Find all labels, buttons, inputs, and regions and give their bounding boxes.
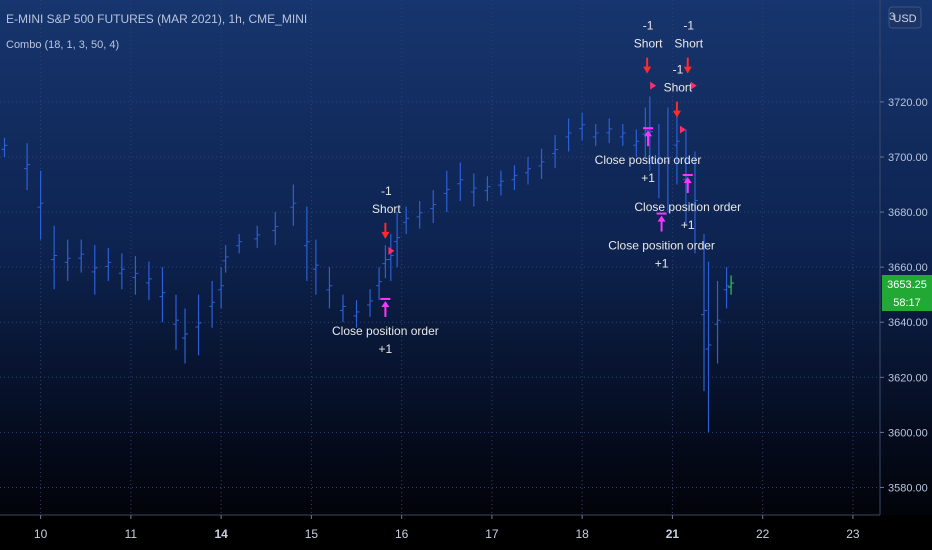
close-order-label: Close position order (608, 239, 715, 253)
short-qty-label: -1 (643, 19, 654, 33)
entry-flag-icon (690, 81, 697, 90)
close-qty-label: +1 (681, 218, 695, 232)
last-price-badge: 3653.25 58:17 (882, 275, 932, 311)
short-arrow-icon (381, 231, 390, 239)
entry-flag-icon (388, 246, 395, 255)
short-qty-label: -1 (673, 63, 684, 77)
x-tick-label: 14 (214, 527, 228, 541)
x-tick-label: 11 (125, 527, 138, 541)
y-tick-label: 3660.00 (888, 262, 928, 274)
y-tick-label: 3680.00 (888, 207, 928, 219)
short-label: Short (634, 37, 663, 51)
time-axis[interactable]: 10 11 14 15 16 17 18 21 22 23 (0, 514, 932, 550)
last-price-value: 3653.25 (887, 279, 927, 291)
short-qty-label: -1 (381, 184, 392, 198)
short-arrow-icon (683, 66, 692, 74)
currency-button[interactable]: USD (888, 6, 922, 29)
trade-markers: -1 Short Close position order +1 -1 Short Clos… (332, 19, 741, 356)
short-label: Short (372, 202, 401, 216)
x-tick-label: 15 (305, 527, 319, 541)
close-arrow-icon (657, 215, 666, 222)
entry-flag-icon (650, 81, 657, 90)
x-tick-label: 10 (34, 527, 48, 541)
close-arrow-icon (381, 300, 390, 307)
close-qty-label: +1 (379, 342, 393, 356)
y-tick-label: 3580.00 (888, 482, 928, 494)
y-tick-label: 3720.00 (888, 97, 928, 109)
price-axis-top-label: 3 (889, 11, 895, 23)
y-tick-label: 3620.00 (888, 372, 928, 384)
y-tick-label: 3700.00 (888, 152, 928, 164)
time-axis-area[interactable] (0, 515, 932, 550)
close-arrow-icon (683, 177, 692, 184)
close-order-label: Close position order (595, 153, 702, 167)
y-tick-label: 3640.00 (888, 317, 928, 329)
price-axis[interactable]: 3720.00 3700.00 3680.00 3660.00 3640.00 3620.… (879, 0, 932, 550)
close-arrow-icon (644, 130, 653, 137)
x-tick-label: 23 (846, 527, 860, 541)
short-arrow-icon (672, 110, 681, 118)
close-order-label: Close position order (332, 324, 439, 338)
short-label: Short (664, 81, 693, 95)
close-qty-label: +1 (655, 257, 669, 271)
close-qty-label: +1 (641, 171, 655, 185)
x-tick-label: 18 (575, 527, 589, 541)
x-tick-label: 17 (485, 527, 499, 541)
entry-flag-icon (679, 125, 686, 134)
x-tick-label: 22 (756, 527, 770, 541)
short-arrow-icon (643, 66, 652, 74)
last-price-badge-box (882, 275, 932, 293)
countdown-box (882, 293, 932, 311)
bar-countdown: 58:17 (893, 297, 921, 309)
grid-lines (0, 0, 880, 515)
price-bars (1, 96, 735, 433)
currency-button-frame[interactable] (888, 6, 922, 29)
currency-button-label: USD (893, 13, 916, 25)
y-tick-label: 3600.00 (888, 427, 928, 439)
short-label: Short (674, 37, 703, 51)
x-tick-label: 16 (395, 527, 409, 541)
symbol-title: E-MINI S&P 500 FUTURES (MAR 2021), 1h, C… (6, 12, 307, 26)
close-order-label: Close position order (634, 200, 741, 214)
x-tick-label: 21 (666, 527, 680, 541)
indicator-label: Combo (18, 1, 3, 50, 4) (6, 39, 119, 51)
short-qty-label: -1 (683, 19, 694, 33)
